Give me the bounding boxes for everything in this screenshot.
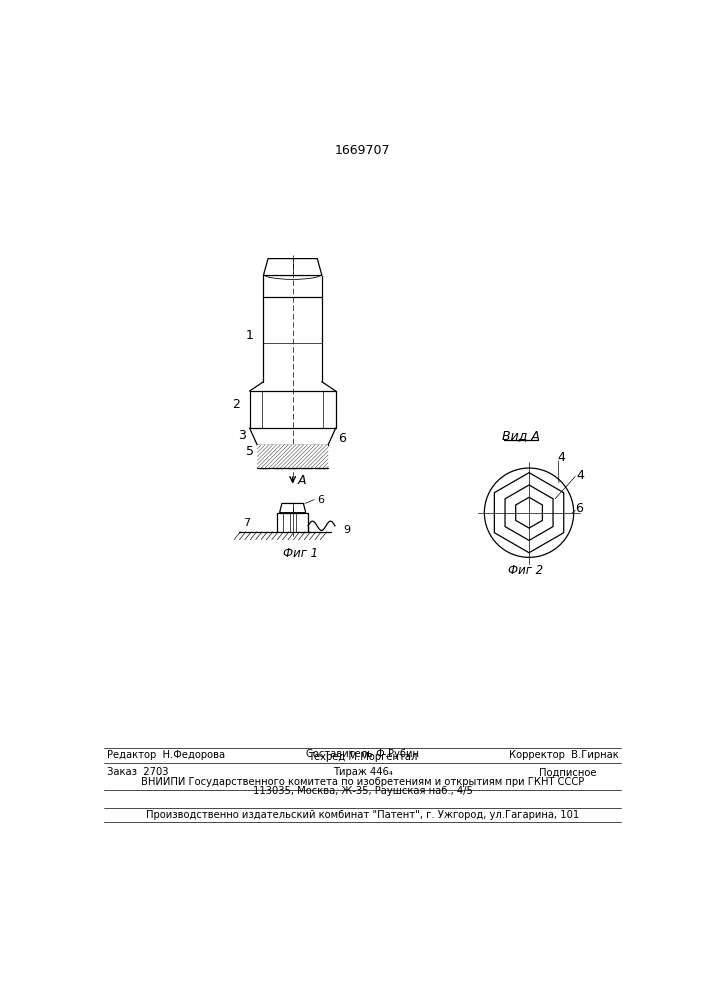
Text: 5: 5 — [245, 445, 254, 458]
Text: ВНИИПИ Государственного комитета по изобретениям и открытиям при ГКНТ СССР: ВНИИПИ Государственного комитета по изоб… — [141, 777, 585, 787]
Text: 3: 3 — [238, 429, 246, 442]
Text: Вид А: Вид А — [503, 429, 540, 442]
Text: 6: 6 — [317, 495, 324, 505]
Text: 113035, Москва, Ж-35, Раушская наб., 4/5: 113035, Москва, Ж-35, Раушская наб., 4/5 — [253, 786, 473, 796]
Text: Корректор  В.Гирнак: Корректор В.Гирнак — [509, 750, 619, 760]
Text: 6: 6 — [338, 432, 346, 445]
Bar — [257, 445, 328, 468]
Text: Редактор  Н.Федорова: Редактор Н.Федорова — [107, 750, 226, 760]
Text: Техред М.Моргентал: Техред М.Моргентал — [308, 752, 417, 762]
Text: 6: 6 — [575, 502, 583, 515]
Text: Фиг 1: Фиг 1 — [283, 547, 318, 560]
Text: 1: 1 — [245, 329, 254, 342]
Text: 1669707: 1669707 — [334, 144, 390, 157]
Text: 7: 7 — [243, 518, 250, 528]
Text: 2: 2 — [232, 398, 240, 411]
Text: Фиг 2: Фиг 2 — [508, 564, 543, 577]
Text: A: A — [298, 474, 307, 487]
Text: Заказ  2703: Заказ 2703 — [107, 767, 168, 777]
Text: Составитель Ф.Рубин: Составитель Ф.Рубин — [306, 749, 419, 759]
Text: 9: 9 — [343, 525, 350, 535]
Text: Тираж 446₄: Тираж 446₄ — [333, 767, 392, 777]
Text: 4: 4 — [577, 469, 585, 482]
Text: 4: 4 — [557, 451, 566, 464]
Text: Подписное: Подписное — [539, 767, 596, 777]
Text: Производственно издательский комбинат "Патент", г. Ужгород, ул.Гагарина, 101: Производственно издательский комбинат "П… — [146, 810, 579, 820]
